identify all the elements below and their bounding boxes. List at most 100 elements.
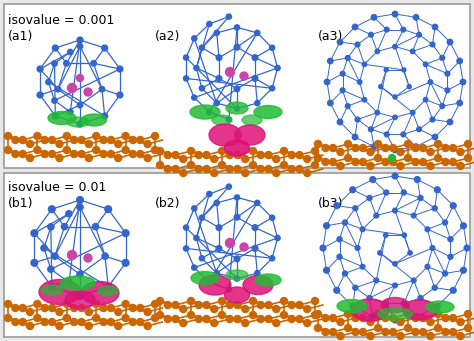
Circle shape	[108, 136, 114, 144]
Ellipse shape	[39, 280, 81, 305]
Circle shape	[402, 68, 406, 72]
Circle shape	[442, 328, 449, 336]
Circle shape	[353, 206, 358, 211]
Circle shape	[34, 314, 41, 322]
Ellipse shape	[98, 286, 118, 296]
Circle shape	[191, 95, 197, 100]
Circle shape	[49, 150, 55, 158]
Circle shape	[390, 328, 396, 336]
Circle shape	[340, 88, 345, 93]
Circle shape	[48, 206, 55, 212]
Circle shape	[234, 214, 240, 220]
Circle shape	[48, 266, 54, 272]
Circle shape	[93, 133, 100, 139]
Circle shape	[322, 328, 329, 336]
Circle shape	[345, 154, 352, 162]
Circle shape	[56, 140, 63, 148]
Circle shape	[324, 79, 330, 85]
Ellipse shape	[377, 308, 412, 320]
Circle shape	[275, 65, 280, 71]
Circle shape	[371, 15, 377, 20]
Circle shape	[180, 306, 187, 312]
Circle shape	[384, 132, 389, 137]
Circle shape	[432, 24, 438, 30]
Circle shape	[41, 305, 48, 311]
Circle shape	[353, 285, 358, 290]
Circle shape	[311, 148, 319, 154]
Circle shape	[252, 225, 258, 231]
Circle shape	[418, 296, 423, 300]
Circle shape	[4, 133, 11, 139]
Circle shape	[199, 256, 204, 261]
Circle shape	[324, 267, 329, 273]
Circle shape	[12, 305, 19, 311]
Circle shape	[56, 309, 63, 315]
Circle shape	[214, 101, 219, 106]
Circle shape	[360, 264, 365, 269]
Circle shape	[383, 301, 389, 306]
Circle shape	[265, 315, 272, 323]
Circle shape	[85, 140, 92, 148]
Ellipse shape	[243, 276, 273, 295]
Circle shape	[67, 251, 76, 260]
Circle shape	[249, 311, 256, 318]
Circle shape	[432, 285, 437, 290]
Circle shape	[211, 155, 218, 163]
Circle shape	[450, 203, 456, 209]
Circle shape	[108, 150, 114, 158]
Circle shape	[465, 325, 472, 331]
Circle shape	[48, 283, 55, 290]
Circle shape	[52, 98, 57, 103]
Circle shape	[464, 245, 470, 251]
Circle shape	[265, 165, 272, 173]
Circle shape	[412, 328, 419, 336]
Circle shape	[226, 301, 233, 309]
Circle shape	[304, 306, 311, 312]
Circle shape	[352, 159, 359, 165]
Circle shape	[183, 55, 189, 60]
Circle shape	[447, 119, 453, 125]
Circle shape	[392, 208, 397, 213]
Circle shape	[12, 150, 19, 158]
Circle shape	[337, 148, 344, 155]
Circle shape	[311, 162, 319, 168]
Circle shape	[207, 109, 212, 115]
Text: (a2): (a2)	[155, 30, 181, 43]
Circle shape	[152, 147, 158, 153]
Circle shape	[457, 100, 463, 106]
Circle shape	[382, 328, 389, 336]
Circle shape	[71, 305, 78, 311]
Circle shape	[378, 251, 382, 255]
Circle shape	[122, 230, 129, 237]
Circle shape	[328, 100, 333, 106]
Circle shape	[34, 300, 41, 308]
Circle shape	[448, 237, 453, 242]
Circle shape	[66, 211, 72, 217]
Circle shape	[4, 314, 11, 322]
Circle shape	[172, 165, 179, 173]
Circle shape	[71, 136, 78, 144]
Circle shape	[315, 154, 321, 162]
Circle shape	[270, 45, 275, 50]
Circle shape	[52, 45, 58, 51]
Ellipse shape	[242, 115, 262, 125]
Circle shape	[183, 225, 189, 230]
Circle shape	[255, 200, 260, 206]
Circle shape	[374, 311, 382, 317]
Circle shape	[226, 184, 231, 189]
Circle shape	[61, 223, 68, 230]
Circle shape	[374, 213, 379, 218]
Circle shape	[342, 220, 347, 225]
Ellipse shape	[426, 301, 454, 313]
Circle shape	[273, 306, 280, 312]
Circle shape	[390, 159, 396, 165]
Ellipse shape	[351, 299, 389, 321]
Circle shape	[214, 270, 219, 276]
Circle shape	[49, 305, 55, 311]
Circle shape	[288, 151, 295, 159]
Circle shape	[234, 86, 240, 92]
Circle shape	[77, 204, 83, 210]
Circle shape	[370, 314, 375, 320]
Circle shape	[105, 283, 111, 290]
Circle shape	[465, 154, 472, 162]
